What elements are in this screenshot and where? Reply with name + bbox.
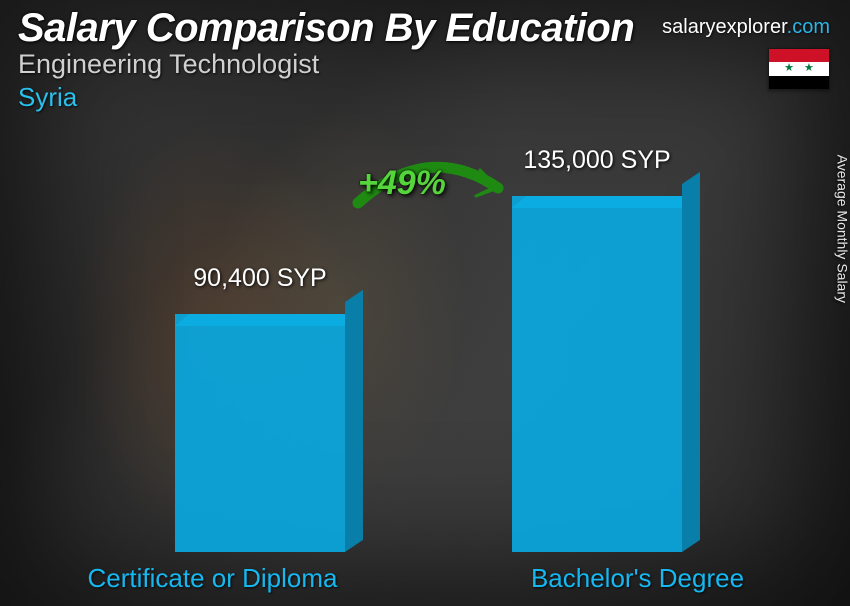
flag-stripe-white: ★ ★ — [769, 62, 829, 75]
syria-flag-icon: ★ ★ — [768, 48, 830, 90]
bar-value-label: 90,400 SYP — [193, 264, 326, 293]
bar-chart: +49% 90,400 SYP 135,000 SYP Certificate … — [0, 166, 850, 606]
bar-value-label: 135,000 SYP — [523, 146, 670, 175]
brand-domain: .com — [787, 16, 830, 38]
percentage-increase-badge: +49% — [358, 164, 446, 203]
job-title: Engineering Technologist — [18, 49, 832, 80]
brand-text: salaryexplorer — [662, 16, 787, 38]
flag-star-icon: ★ — [784, 63, 794, 74]
brand-logo: salaryexplorer.com — [662, 16, 830, 39]
axis-label-certificate: Certificate or Diploma — [0, 563, 425, 594]
x-axis-labels: Certificate or Diploma Bachelor's Degree — [0, 563, 850, 594]
bar-bachelor: 135,000 SYP — [512, 196, 682, 552]
flag-stripe-red — [769, 49, 829, 62]
bar-front-face — [512, 196, 682, 552]
country-name: Syria — [18, 82, 832, 113]
flag-star-icon: ★ — [804, 63, 814, 74]
bar-certificate: 90,400 SYP — [175, 314, 345, 552]
bar-front-face — [175, 314, 345, 552]
bar-side-face — [682, 172, 700, 552]
flag-stripe-black — [769, 76, 829, 89]
axis-label-bachelor: Bachelor's Degree — [425, 563, 850, 594]
bar-side-face — [345, 290, 363, 552]
